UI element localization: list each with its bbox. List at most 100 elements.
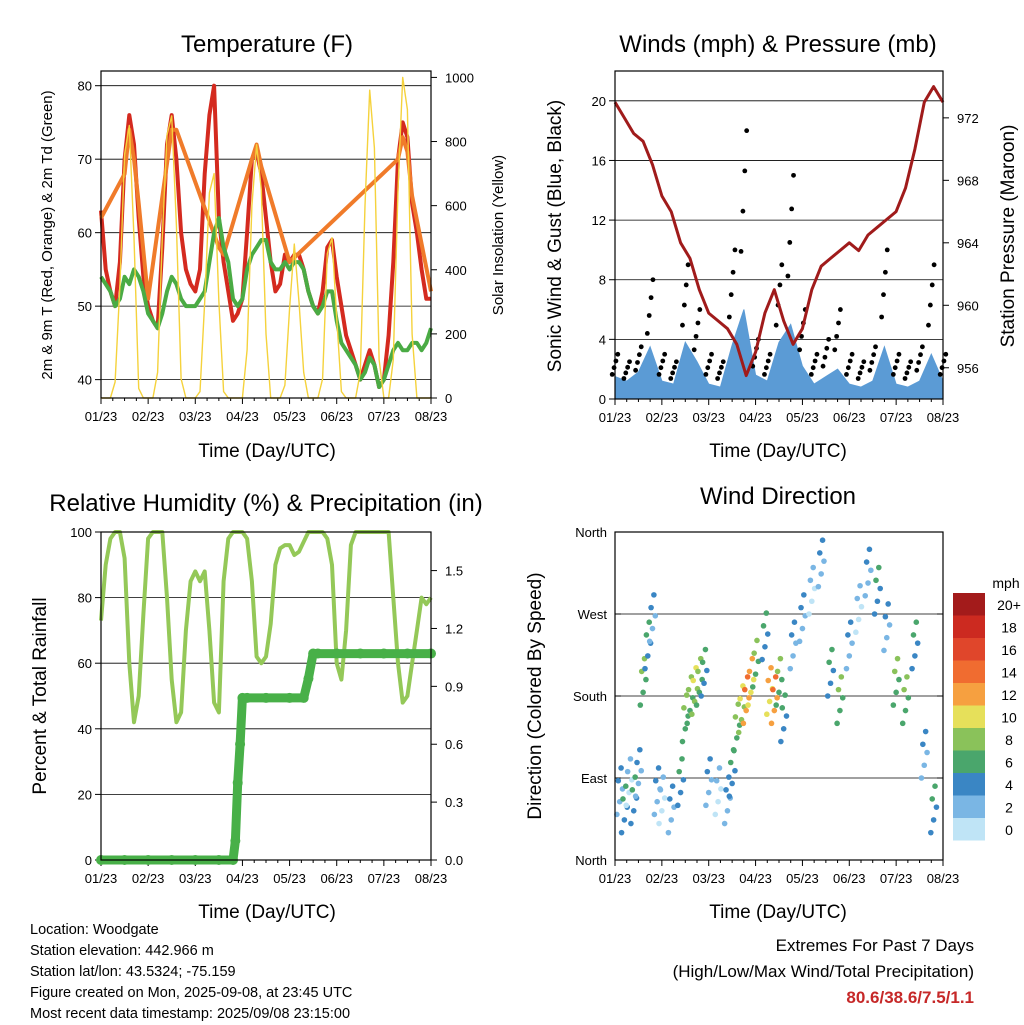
gust-point	[656, 372, 662, 377]
wind-dir-point	[703, 802, 709, 809]
wind-dir-point	[899, 720, 906, 727]
legend-label: 12	[1001, 687, 1017, 703]
series-line-2	[613, 85, 945, 378]
precip-line	[101, 649, 431, 865]
wind-dir-point	[618, 829, 625, 836]
extremes-heading: Extremes For Past 7 Days	[775, 936, 974, 955]
y-tick-label: 20	[592, 94, 606, 109]
winds-plot-area: 0 4 8 12 16 20 956 960 964 968 972 01/23 02/23 03/23 0…	[592, 85, 979, 425]
gust-point	[636, 352, 642, 358]
wind-dir-point	[854, 595, 861, 602]
gust-point	[871, 352, 877, 358]
wind-dir-point	[893, 689, 899, 696]
wind-dir-point	[834, 720, 840, 727]
y-tick-label: 40	[78, 373, 92, 388]
wind-dir-point	[877, 585, 884, 592]
gust-point	[779, 262, 785, 268]
wind-dir-point	[749, 655, 756, 662]
station-elevation: Station elevation: 442.966 m	[30, 943, 214, 959]
wind-dir-point	[661, 795, 668, 801]
y2-tick-label: 800	[445, 135, 467, 150]
gust-point	[810, 365, 816, 371]
wind-dir-point	[902, 707, 909, 714]
legend-label: 0	[1005, 822, 1013, 838]
legend-label: 10	[1001, 710, 1017, 726]
legend-swatch	[953, 683, 985, 706]
wind-dir-point	[821, 558, 827, 564]
wind-dir-point	[751, 650, 757, 656]
wind-dir-point	[883, 634, 890, 641]
gust-point	[732, 247, 738, 253]
wind-dir-point	[773, 702, 779, 708]
x-tick-label: 01/23	[599, 871, 632, 886]
x-tick-label: 05/23	[273, 409, 306, 424]
gust-point	[744, 128, 750, 134]
humidity-ylabel: Percent & Total Rainfall	[30, 597, 51, 794]
gust-point	[660, 358, 666, 364]
wind-dir-point	[922, 728, 929, 735]
gust-point	[715, 376, 721, 381]
wind-dir-point	[839, 695, 846, 701]
wind-dir-point	[702, 646, 709, 653]
gust-point	[892, 365, 898, 371]
wind-dir-point	[732, 767, 738, 774]
gust-point	[902, 376, 908, 381]
legend-label: 8	[1005, 732, 1013, 748]
gust-point	[650, 277, 656, 283]
legend-swatch	[953, 615, 985, 638]
winds-xlabel: Time (Day/UTC)	[709, 441, 847, 462]
x-tick-label: 06/23	[320, 409, 353, 424]
wind-dir-point	[890, 702, 897, 708]
wind-dir-point	[798, 604, 804, 611]
wind-dir-point	[783, 713, 790, 719]
winds-panel: Winds (mph) & Pressure (mb) 0 4 8 12 16 20 956…	[545, 31, 1019, 462]
x-tick-label: 07/23	[880, 410, 913, 425]
wind-dir-point	[787, 665, 794, 672]
wind-dir-point	[642, 665, 648, 672]
y2-tick-label: 1000	[445, 70, 474, 85]
wind-dir-point	[772, 674, 779, 680]
wind-dir-point	[885, 601, 891, 607]
y2-tick-label: 956	[957, 361, 979, 376]
wind-dir-point	[866, 546, 873, 553]
temperature-frame	[100, 70, 432, 399]
wind-dir-point	[729, 780, 735, 787]
wind-dir-point	[674, 802, 681, 809]
legend-label: 16	[1001, 642, 1017, 658]
wind-dir-point	[620, 796, 626, 802]
wind-dir-point	[862, 592, 869, 599]
gust-point	[738, 249, 744, 254]
temperature-panel: Temperature (F) 405060708002004006008001…	[39, 31, 507, 462]
wind-dir-point	[835, 686, 842, 693]
wind-dir-point	[682, 726, 689, 732]
gust-point	[879, 314, 885, 320]
x-tick-label: 05/23	[273, 871, 306, 886]
wind-dir-point	[699, 659, 706, 666]
y2-tick-label: 964	[957, 236, 979, 251]
x-tick-label: 03/23	[692, 871, 725, 886]
wind-dir-point	[905, 695, 912, 701]
wind-dir-point	[635, 780, 642, 787]
gust-point	[881, 292, 886, 298]
humidity-panel: Relative Humidity (%) & Precipitation (i…	[30, 490, 483, 923]
wind-speed-band	[614, 309, 944, 400]
wind-dir-point	[684, 720, 690, 727]
direction-plot-area: North East South West North 01/23 02/23 03/23 04…	[573, 525, 959, 886]
y-tick-label: North	[575, 525, 607, 540]
wind-dir-point	[721, 820, 728, 827]
wind-dir-point	[685, 686, 692, 693]
y2-tick-label: 200	[445, 327, 467, 342]
temperature-ylabel: 2m & 9m T (Red, Orange) & 2m Td (Green)	[39, 90, 56, 379]
x-tick-label: 03/23	[692, 410, 725, 425]
station-location: Location: Woodgate	[30, 922, 159, 938]
gust-point	[812, 358, 818, 364]
y2-tick-label: 0.9	[445, 679, 463, 694]
wind-dir-point	[853, 629, 859, 636]
wind-dir-point	[659, 808, 665, 814]
wind-dir-point	[771, 707, 778, 714]
gust-point	[939, 365, 945, 371]
x-tick-label: 02/23	[132, 871, 165, 886]
humidity-frame	[100, 531, 432, 861]
wind-dir-point	[627, 756, 634, 762]
